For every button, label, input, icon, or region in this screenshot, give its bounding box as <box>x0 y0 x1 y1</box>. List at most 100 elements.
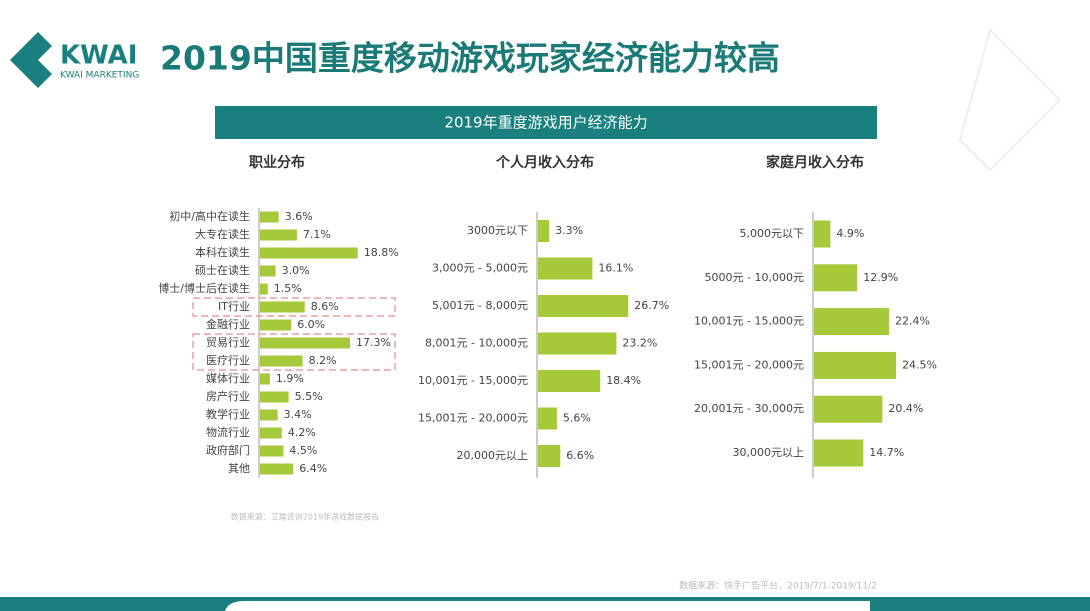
bar <box>814 308 890 336</box>
bar <box>260 337 350 349</box>
value-label: 3.4% <box>284 408 312 421</box>
value-label: 23.2% <box>622 337 657 350</box>
value-label: 4.2% <box>288 426 316 439</box>
chart-source: 数据来源：艾瑞咨询2019年游戏数据报告 <box>231 512 379 522</box>
category-label: 15,001元 - 20,000元 <box>694 358 804 371</box>
bar <box>260 229 297 241</box>
category-label: 20,000元以上 <box>457 449 529 462</box>
bar <box>538 220 550 242</box>
value-label: 8.2% <box>309 354 337 367</box>
value-label: 6.6% <box>566 449 594 462</box>
banner <box>215 106 877 139</box>
bar <box>814 264 858 292</box>
category-label: 初中/高中在读生 <box>169 209 250 223</box>
category-label: 物流行业 <box>206 425 250 439</box>
category-label: 博士/博士后在读生 <box>158 281 250 295</box>
value-label: 3.0% <box>282 264 310 277</box>
category-label: 媒体行业 <box>206 371 250 385</box>
value-label: 1.9% <box>276 372 304 385</box>
bar <box>260 319 292 331</box>
value-label: 22.4% <box>895 315 930 328</box>
bar <box>260 391 289 403</box>
category-label: 本科在读生 <box>195 245 250 259</box>
value-label: 1.5% <box>274 282 302 295</box>
decoration <box>958 28 1062 172</box>
category-label: 30,000元以上 <box>733 446 805 459</box>
value-label: 4.5% <box>289 444 317 457</box>
category-label: IT行业 <box>218 300 250 313</box>
bar <box>538 407 557 430</box>
bar <box>260 373 270 385</box>
category-label: 5000元 - 10,000元 <box>705 271 804 284</box>
logo-brand: KWAI <box>60 41 137 71</box>
category-label: 10,001元 - 15,000元 <box>418 374 528 387</box>
value-label: 3.3% <box>555 224 583 237</box>
category-label: 10,001元 - 15,000元 <box>694 315 804 328</box>
value-label: 26.7% <box>634 299 669 312</box>
value-label: 16.1% <box>598 262 633 275</box>
value-label: 20.4% <box>888 402 923 415</box>
value-label: 12.9% <box>863 271 898 284</box>
bar <box>260 355 303 367</box>
value-label: 4.9% <box>836 227 864 240</box>
category-label: 其他 <box>228 462 250 475</box>
bar <box>814 220 831 248</box>
value-label: 17.3% <box>356 336 391 349</box>
category-label: 硕士在读生 <box>195 263 250 277</box>
highlight-box <box>192 333 396 371</box>
value-label: 6.4% <box>299 462 327 475</box>
page-title: 2019中国重度移动游戏玩家经济能力较高 <box>160 39 780 78</box>
category-label: 教学行业 <box>206 407 250 421</box>
category-label: 8,001元 - 10,000元 <box>425 337 528 350</box>
category-label: 5,001元 - 8,000元 <box>432 299 528 312</box>
value-label: 24.5% <box>902 358 937 371</box>
category-label: 医疗行业 <box>206 353 250 367</box>
category-label: 政府部门 <box>206 443 250 457</box>
value-label: 5.6% <box>563 412 591 425</box>
highlight-box <box>192 297 396 317</box>
bar <box>260 283 268 295</box>
category-label: 大专在读生 <box>195 227 250 241</box>
logo-mark <box>10 32 52 88</box>
category-label: 5,000元以下 <box>740 227 805 240</box>
category-label: 15,001元 - 20,000元 <box>418 412 528 425</box>
category-label: 3000元以下 <box>467 224 528 237</box>
chart-title: 职业分布 <box>249 154 305 171</box>
logo-tagline: KWAI MARKETING <box>60 71 139 81</box>
bar <box>538 445 561 467</box>
bar <box>260 265 276 277</box>
category-label: 3,000元 - 5,000元 <box>432 262 528 275</box>
bar <box>260 301 305 313</box>
bar <box>538 257 593 280</box>
bar <box>260 445 284 457</box>
bar <box>538 295 629 317</box>
value-label: 18.8% <box>364 246 399 259</box>
category-label: 贸易行业 <box>206 336 250 349</box>
banner-text: 2019年重度游戏用户经济能力 <box>444 114 647 132</box>
bar <box>260 427 282 439</box>
category-label: 房产行业 <box>206 389 250 403</box>
value-label: 14.7% <box>869 446 904 459</box>
value-label: 3.6% <box>285 210 313 223</box>
value-label: 7.1% <box>303 228 331 241</box>
bar <box>260 211 279 223</box>
value-label: 8.6% <box>311 300 339 313</box>
chart-title: 家庭月收入分布 <box>766 154 864 171</box>
value-label: 6.0% <box>297 318 325 331</box>
bar <box>260 409 278 421</box>
category-label: 金融行业 <box>206 317 250 331</box>
footer-curve <box>225 601 870 611</box>
bar <box>814 351 897 379</box>
value-label: 5.5% <box>295 390 323 403</box>
bar <box>538 370 601 392</box>
bar <box>260 463 294 475</box>
bar <box>538 332 617 355</box>
bar <box>814 395 883 423</box>
bar <box>260 247 358 259</box>
bar <box>814 439 864 467</box>
value-label: 18.4% <box>606 374 641 387</box>
category-label: 20,001元 - 30,000元 <box>694 402 804 415</box>
chart-title: 个人月收入分布 <box>495 154 594 171</box>
